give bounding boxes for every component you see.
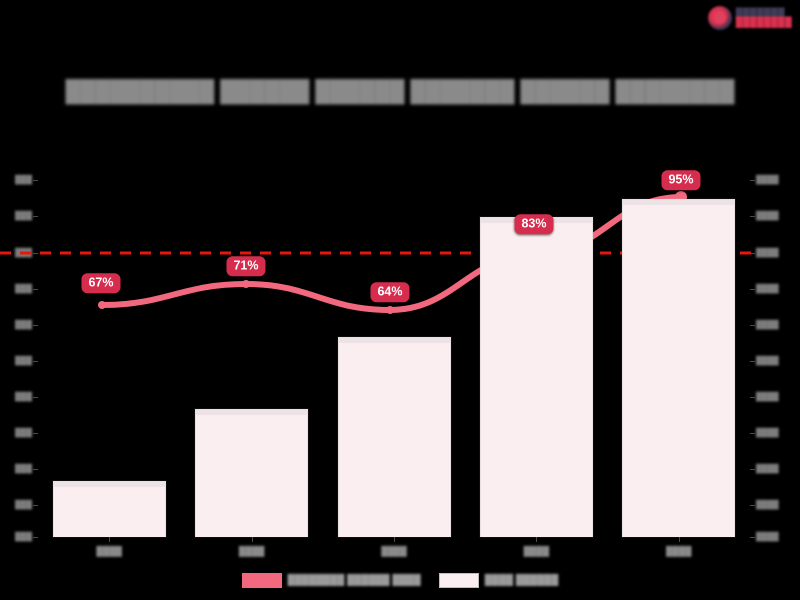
axis-tickmark (33, 433, 38, 434)
x-axis-tickmark (678, 537, 680, 542)
logo-text: ███████ ████████ (735, 7, 792, 28)
axis-tick-label: ████ (756, 500, 779, 509)
plot-area (0, 175, 756, 537)
bar-top-highlight (196, 410, 308, 415)
axis-tickmark (33, 505, 38, 506)
axis-tickmark (750, 180, 755, 181)
axis-tick-label: ████ (756, 428, 779, 437)
y-axis-right: ████ ████ ████ ████ ████ ████ ████ ████ ████ ████… (752, 175, 798, 541)
x-axis-label: ████ (666, 546, 692, 556)
axis-tickmark (750, 361, 755, 362)
axis-tick-label: ████ (756, 284, 779, 293)
axis-tickmark (750, 433, 755, 434)
line-data-point[interactable] (98, 301, 106, 309)
axis-tick-label: ███ (14, 356, 32, 365)
data-label: 95% (661, 170, 701, 190)
axis-tickmark (33, 537, 38, 538)
brand-logo[interactable]: ███████ ████████ (707, 6, 792, 30)
axis-tickmark (750, 397, 755, 398)
axis-tick-label: ███ (14, 532, 32, 541)
axis-tickmark (33, 289, 38, 290)
axis-tickmark (750, 216, 755, 217)
axis-tick-label: ███ (14, 500, 32, 509)
bar[interactable] (622, 199, 736, 537)
logo-line-2: ████████ (735, 17, 792, 28)
legend-item-line[interactable]: ████████ ██████ ████ (241, 573, 421, 588)
chart-title: ██████████ ██████ ██████ ███████ ██████ … (65, 80, 735, 103)
legend-label-bar: ████ ██████ (484, 575, 559, 586)
axis-tickmark (33, 216, 38, 217)
logo-line-1: ███████ (735, 7, 785, 19)
legend-swatch-bar (438, 573, 479, 588)
legend-item-bar[interactable]: ████ ██████ (438, 573, 559, 588)
x-axis-label: ████ (96, 546, 122, 556)
axis-tick-label: ███ (14, 392, 32, 401)
bar-top-highlight (623, 200, 735, 205)
axis-tick-label: ████ (756, 248, 779, 257)
bar[interactable] (337, 337, 451, 537)
axis-tick-label: ███ (14, 464, 32, 473)
x-axis-tickmark (536, 537, 538, 542)
axis-tick-label: ███ (14, 284, 32, 293)
chart-legend: ████████ ██████ ████ ████ ██████ (0, 573, 800, 588)
line-data-point[interactable] (386, 306, 394, 314)
axis-tick-label: ███ (14, 175, 32, 184)
data-label: 83% (514, 214, 554, 234)
x-axis-tickmark (394, 537, 395, 542)
axis-tick-label: ████ (756, 211, 779, 220)
axis-tickmark (33, 253, 38, 254)
legend-label-line: ████████ ██████ ████ (287, 575, 421, 586)
axis-tick-label: ████ (756, 532, 779, 541)
axis-tickmark (33, 325, 38, 326)
data-label: 71% (226, 256, 266, 276)
x-axis-tickmark (251, 537, 253, 542)
y-axis-left: █████████████████████████████████ (2, 175, 36, 541)
axis-tick-label: ███ (14, 320, 32, 329)
axis-tickmark (750, 253, 755, 254)
data-label: 67% (81, 273, 121, 293)
bar-top-highlight (338, 338, 450, 343)
line-data-point[interactable] (242, 280, 250, 288)
axis-tick-label: ████ (756, 464, 779, 473)
x-axis-tickmark (109, 537, 111, 542)
axis-tickmark (750, 505, 755, 506)
axis-tickmark (33, 180, 38, 181)
circle-logo-icon (707, 6, 732, 30)
axis-tick-label: ████ (756, 356, 779, 365)
axis-tick-label: ███ (14, 211, 32, 220)
axis-tickmark (33, 469, 38, 470)
axis-tick-label: ████ (756, 320, 779, 329)
x-axis-label: ████ (523, 546, 550, 556)
axis-tickmark (750, 537, 755, 538)
axis-tickmark (750, 289, 755, 290)
data-label: 64% (370, 282, 410, 302)
bar[interactable] (52, 481, 166, 537)
axis-tickmark (33, 397, 38, 398)
axis-tickmark (33, 361, 38, 362)
x-axis-label: ████ (238, 546, 265, 556)
bar[interactable] (195, 409, 309, 537)
axis-tick-label: ███ (14, 428, 32, 437)
axis-tickmark (750, 469, 755, 470)
axis-tick-label: ████ (756, 175, 779, 184)
axis-tickmark (750, 325, 755, 326)
axis-tick-label: ████ (756, 392, 779, 401)
legend-swatch-line (241, 573, 282, 588)
x-axis-label: ████ (381, 546, 407, 556)
x-axis: ████ ████ ████ ████ ████ (38, 542, 750, 560)
bar-top-highlight (53, 482, 165, 487)
bar[interactable] (479, 217, 593, 537)
